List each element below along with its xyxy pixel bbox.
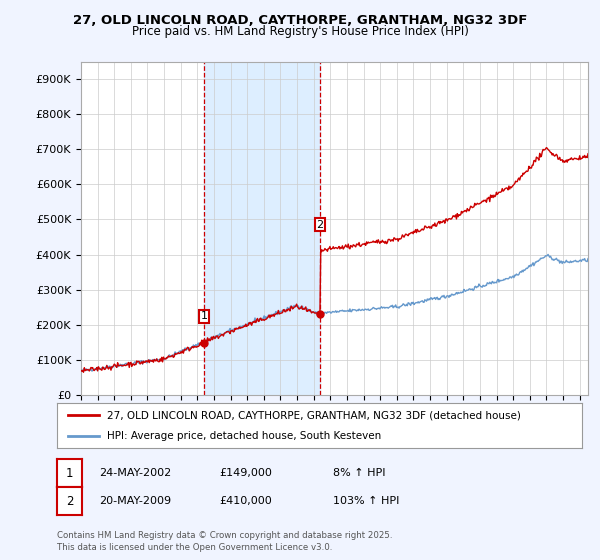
Text: 2: 2 xyxy=(316,220,323,230)
Text: 20-MAY-2009: 20-MAY-2009 xyxy=(99,496,171,506)
Bar xyxy=(204,62,320,395)
Text: 27, OLD LINCOLN ROAD, CAYTHORPE, GRANTHAM, NG32 3DF: 27, OLD LINCOLN ROAD, CAYTHORPE, GRANTHA… xyxy=(73,14,527,27)
Text: 27, OLD LINCOLN ROAD, CAYTHORPE, GRANTHAM, NG32 3DF (detached house): 27, OLD LINCOLN ROAD, CAYTHORPE, GRANTHA… xyxy=(107,410,521,421)
Text: 24-MAY-2002: 24-MAY-2002 xyxy=(99,468,171,478)
Text: 1: 1 xyxy=(66,466,73,480)
Text: 103% ↑ HPI: 103% ↑ HPI xyxy=(333,496,400,506)
Text: £149,000: £149,000 xyxy=(219,468,272,478)
Text: Contains HM Land Registry data © Crown copyright and database right 2025.: Contains HM Land Registry data © Crown c… xyxy=(57,531,392,540)
Text: 8% ↑ HPI: 8% ↑ HPI xyxy=(333,468,386,478)
Text: HPI: Average price, detached house, South Kesteven: HPI: Average price, detached house, Sout… xyxy=(107,431,381,441)
Text: 2: 2 xyxy=(66,494,73,508)
Text: 1: 1 xyxy=(200,311,208,321)
Text: Price paid vs. HM Land Registry's House Price Index (HPI): Price paid vs. HM Land Registry's House … xyxy=(131,25,469,38)
Text: This data is licensed under the Open Government Licence v3.0.: This data is licensed under the Open Gov… xyxy=(57,543,332,552)
Text: £410,000: £410,000 xyxy=(219,496,272,506)
